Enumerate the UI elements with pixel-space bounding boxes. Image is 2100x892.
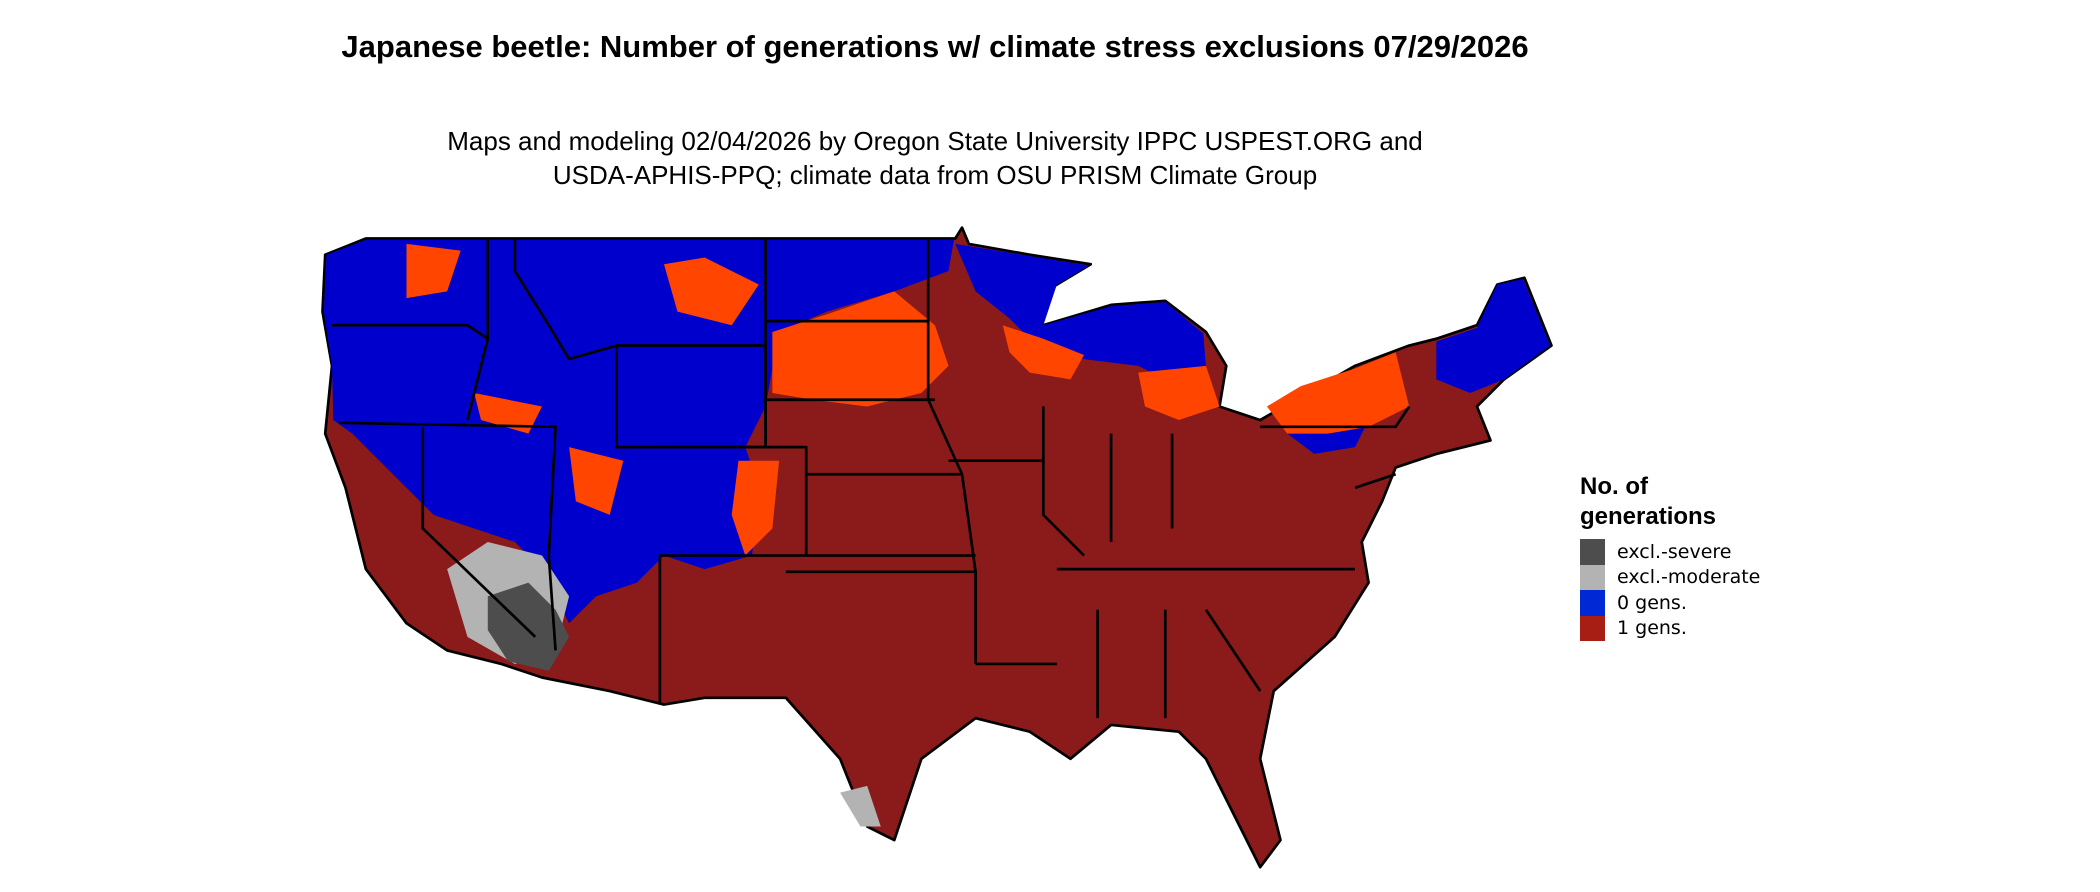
legend-label: 0 gens. [1617,591,1687,614]
region-0-gen-great-lakes [955,243,1206,380]
legend-item-0-gens: 0 gens. [1580,590,1780,616]
legend-label: excl.-moderate [1617,566,1761,589]
region-excl-severe [487,582,570,671]
legend-swatch [1580,590,1605,616]
legend-item-1-gens: 1 gens. [1580,615,1780,641]
map-title: Japanese beetle: Number of generations w… [341,29,1529,64]
map-subtitle: Maps and modeling 02/04/2026 by Oregon S… [0,124,1870,192]
legend-label: 1 gens. [1617,617,1687,640]
legend-swatch [1580,539,1605,565]
legend: No. of generations excl.-severe excl.-mo… [1580,472,1780,641]
subtitle-line-2: USDA-APHIS-PPQ; climate data from OSU PR… [552,160,1318,190]
subtitle-line-1: Maps and modeling 02/04/2026 by Oregon S… [447,126,1423,156]
legend-label: excl.-severe [1617,540,1732,563]
legend-title: No. of generations [1580,473,1717,530]
legend-swatch [1580,564,1605,590]
state-borders [331,238,1411,719]
legend-item-excl-moderate: excl.-moderate [1580,564,1780,590]
region-0-gen-new-england [1436,279,1551,393]
legend-item-excl-severe: excl.-severe [1580,539,1780,565]
legend-swatch [1580,615,1605,641]
